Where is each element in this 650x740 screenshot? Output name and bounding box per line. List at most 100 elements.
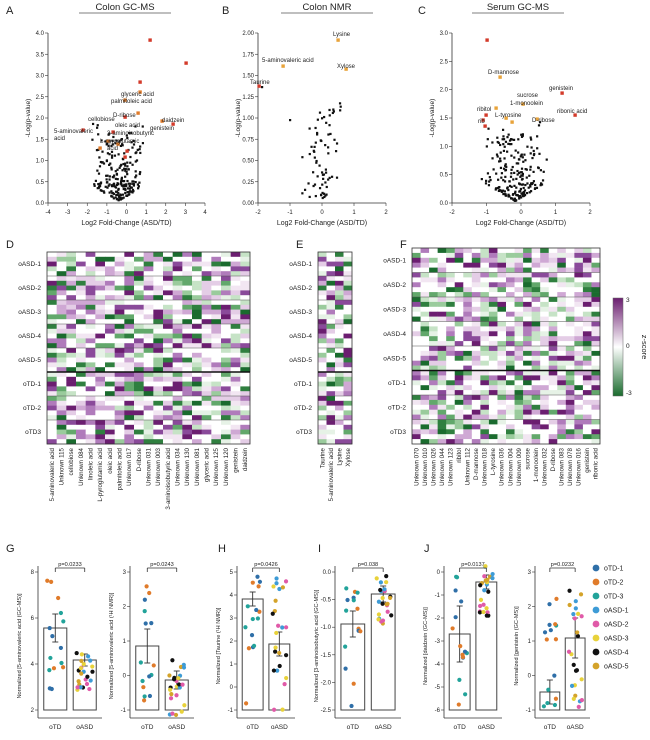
data-point-c	[540, 183, 544, 186]
heatmap-cell-e	[326, 429, 336, 435]
heatmap-cell-d	[56, 328, 67, 334]
heatmap-cell-f	[437, 257, 447, 263]
heatmap-cell-f	[454, 336, 464, 342]
p-value-label: p=0.038	[358, 562, 378, 568]
heatmap-cell-e	[318, 256, 327, 262]
heatmap-cell-f	[574, 267, 584, 273]
heatmap-cell-e	[335, 343, 344, 349]
point-label-a: oleic acid	[115, 123, 140, 129]
heatmap-cell-d	[153, 319, 164, 325]
heatmap-cell-f	[548, 257, 558, 263]
data-point-c	[497, 178, 500, 181]
sample-dot-oasd	[273, 645, 278, 650]
data-point-a	[112, 176, 115, 179]
heatmap-cell-d	[163, 328, 173, 334]
heatmap-cell-d	[211, 420, 222, 426]
heatmap-cell-d	[114, 256, 125, 262]
heatmap-cell-f	[506, 439, 515, 445]
data-point-c	[534, 187, 537, 190]
data-point-a	[139, 151, 142, 155]
heatmap-cell-e	[335, 362, 344, 368]
heatmap-cell-f	[480, 399, 490, 406]
heatmap-cell-f	[531, 287, 541, 293]
heatmap-cell-f	[429, 277, 438, 283]
dotplot-y-axis-label: Normalized [Taurine (¹H NMR)]	[216, 607, 222, 684]
heatmap-cell-f	[574, 311, 584, 317]
heatmap-cell-d	[230, 314, 241, 320]
heatmap-cell-f	[480, 350, 490, 357]
heatmap-cell-f	[488, 434, 498, 440]
heatmap-cell-d	[172, 420, 183, 426]
heatmap-cell-f	[480, 297, 490, 303]
heatmap-cell-d	[172, 410, 183, 416]
heatmap-cell-e	[326, 357, 336, 363]
heatmap-cell-f	[454, 380, 464, 386]
highlight-point-b	[344, 67, 348, 71]
heatmap-cell-d	[163, 338, 173, 344]
dotplot-y-axis-label: Normalized [genistein (GC-MS)]	[514, 606, 520, 686]
data-point-a	[138, 148, 141, 151]
heatmap-cell-d	[230, 266, 241, 272]
data-point-b	[320, 194, 323, 197]
heatmap-cell-d	[143, 357, 154, 363]
heatmap-cell-f	[463, 306, 473, 312]
heatmap-cell-f	[454, 311, 464, 317]
heatmap-cell-e	[326, 261, 336, 267]
heatmap-cell-d	[95, 429, 106, 435]
sample-dot-oasd	[567, 602, 572, 608]
heatmap-cell-f	[420, 385, 430, 391]
sample-dot-oasd	[566, 649, 572, 654]
heatmap-cell-f	[497, 434, 507, 440]
point-label-c: D-ribose	[532, 118, 555, 124]
legend-label: oTD-3	[604, 594, 624, 601]
heatmap-cell-f	[548, 385, 558, 391]
data-point-b	[323, 115, 326, 119]
heatmap-cell-f	[488, 311, 498, 317]
heatmap-cell-d	[85, 314, 96, 320]
data-point-b	[327, 152, 330, 155]
heatmap-cell-f	[514, 336, 524, 342]
data-point-c	[513, 197, 517, 200]
heatmap-cell-d	[201, 304, 212, 310]
heatmap-cell-f	[540, 350, 550, 357]
heatmap-cell-f	[531, 385, 541, 391]
heatmap-cell-d	[85, 309, 96, 315]
heatmap-cell-d	[66, 420, 77, 426]
heatmap-cell-d	[182, 343, 193, 349]
heatmap-cell-f	[591, 277, 601, 283]
heatmap-cell-f	[429, 399, 438, 406]
heatmap-cell-f	[412, 375, 421, 381]
heatmap-cell-f	[429, 346, 438, 352]
heatmap-cell-f	[582, 341, 592, 347]
heatmap-cell-d	[85, 343, 96, 349]
heatmap-cell-f	[523, 365, 532, 371]
x-tick-label-a: -4	[45, 210, 51, 216]
legend-swatch	[592, 606, 600, 614]
heatmap-cell-f	[480, 331, 490, 337]
heatmap-cell-d	[230, 410, 241, 416]
legend-label: oASD-2	[604, 622, 629, 629]
heatmap-cell-d	[240, 328, 251, 334]
heatmap-cell-f	[480, 375, 490, 381]
heatmap-cell-f	[548, 390, 558, 396]
heatmap-cell-d	[172, 415, 183, 421]
heatmap-cell-d	[182, 324, 193, 330]
heatmap-cell-f	[531, 306, 541, 312]
heatmap-cell-f	[514, 287, 524, 293]
heatmap-cell-f	[497, 360, 507, 366]
heatmap-cell-e	[343, 319, 353, 325]
data-point-a	[129, 161, 132, 164]
volcano-title-b: Colon NMR	[302, 2, 351, 13]
heatmap-cell-e	[343, 271, 353, 277]
data-point-a	[107, 145, 110, 148]
sample-dot-oasd	[171, 677, 177, 682]
dotplot-y-tick-label: -2	[435, 616, 441, 622]
heatmap-cell-d	[143, 348, 154, 354]
heatmap-cell-f	[446, 395, 456, 401]
heatmap-cell-f	[497, 439, 507, 445]
heatmap-cell-e	[326, 396, 336, 402]
heatmap-cell-e	[343, 304, 353, 310]
heatmap-cell-d	[163, 357, 173, 363]
sample-dot-otd	[138, 660, 143, 665]
heatmap-cell-d	[192, 343, 202, 349]
